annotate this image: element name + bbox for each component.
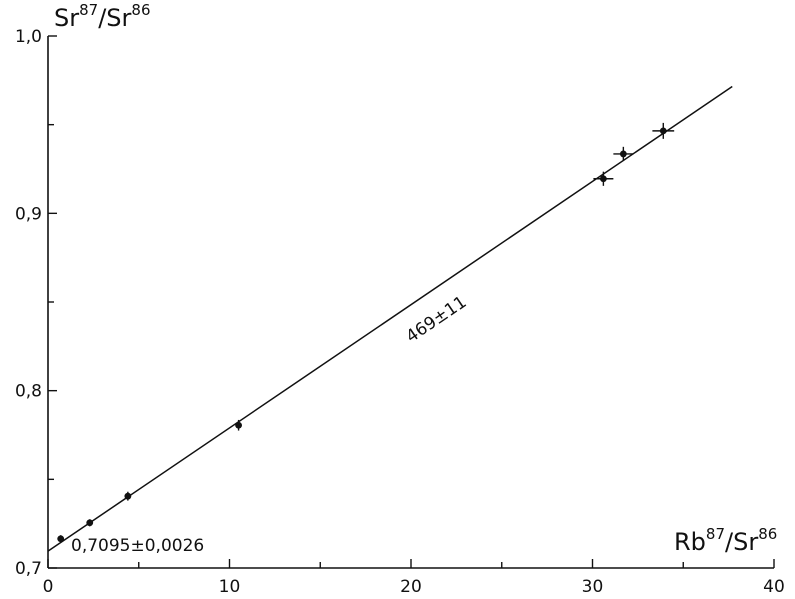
- data-point: [659, 127, 667, 135]
- y-tick-label: 0,8: [15, 382, 42, 402]
- y-label-sep: /: [98, 4, 107, 32]
- data-point: [57, 535, 65, 543]
- x-tick-label: 30: [582, 577, 604, 597]
- fit-line-group: [47, 85, 733, 552]
- x-tick-label: 10: [219, 577, 241, 597]
- y-tick-label: 0,9: [15, 204, 42, 224]
- data-point: [124, 492, 132, 500]
- x-tick-label: 0: [43, 577, 54, 597]
- data-point: [599, 175, 607, 183]
- y-axis-label: Sr87/Sr86: [54, 1, 151, 32]
- x-label-base2: Sr: [733, 528, 758, 556]
- x-label-base1: Rb: [674, 528, 706, 556]
- x-label-sep: /: [725, 528, 734, 556]
- y-label-sup2: 86: [131, 1, 150, 19]
- data-point-group: [86, 519, 94, 527]
- x-tick-label: 20: [400, 577, 422, 597]
- data-point: [619, 150, 627, 158]
- x-axis-label: Rb87/Sr86: [674, 525, 777, 556]
- axes: 0 10 20 30 40 0,7 0,8 0,9 1,0: [15, 27, 785, 597]
- intercept-annotation: 0,7095±0,0026: [71, 536, 204, 556]
- y-label-sup1: 87: [79, 1, 98, 19]
- data-point-group: [57, 535, 65, 543]
- data-point: [235, 421, 242, 429]
- x-label-sup2: 86: [758, 525, 777, 543]
- y-tick-label: 0,7: [15, 559, 42, 579]
- slope-annotation: 469±11: [403, 292, 471, 347]
- isochron-fit-line: [47, 85, 733, 552]
- data-point: [86, 519, 94, 527]
- data-point-group: [652, 122, 675, 139]
- y-label-base1: Sr: [54, 4, 79, 32]
- x-tick-label: 40: [763, 577, 785, 597]
- y-label-base2: Sr: [106, 4, 131, 32]
- data-point-group: [124, 491, 132, 501]
- data-point-group: [593, 171, 614, 186]
- x-label-sup1: 87: [706, 525, 725, 543]
- y-tick-label: 1,0: [15, 27, 42, 47]
- data-point-group: [613, 146, 634, 162]
- data-points: [57, 122, 675, 543]
- data-point-group: [235, 419, 242, 431]
